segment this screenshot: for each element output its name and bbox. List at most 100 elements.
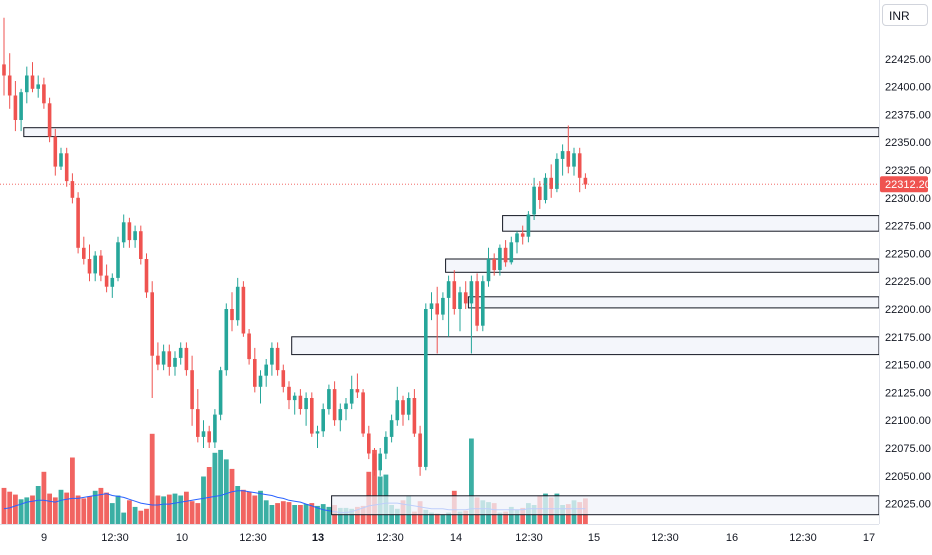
candle[interactable] bbox=[458, 286, 462, 332]
candle[interactable] bbox=[498, 244, 502, 276]
candle[interactable] bbox=[486, 247, 491, 287]
candle[interactable] bbox=[247, 329, 251, 365]
candle[interactable] bbox=[321, 403, 325, 437]
candle[interactable] bbox=[452, 270, 457, 315]
candle[interactable] bbox=[441, 292, 445, 321]
candle[interactable] bbox=[87, 244, 92, 282]
candle[interactable] bbox=[59, 147, 63, 170]
candle[interactable] bbox=[315, 425, 320, 448]
candle[interactable] bbox=[532, 177, 536, 220]
candle[interactable] bbox=[2, 17, 6, 96]
candle[interactable] bbox=[224, 303, 229, 376]
candle[interactable] bbox=[281, 364, 286, 393]
candle[interactable] bbox=[7, 53, 12, 109]
zone-rectangle[interactable] bbox=[23, 127, 880, 138]
candle[interactable] bbox=[389, 414, 394, 443]
candle[interactable] bbox=[144, 253, 149, 298]
candle[interactable] bbox=[178, 342, 183, 365]
candle[interactable] bbox=[355, 373, 360, 399]
zone-rectangle[interactable] bbox=[467, 296, 880, 309]
candle[interactable] bbox=[378, 448, 382, 476]
candle[interactable] bbox=[401, 395, 405, 426]
candle[interactable] bbox=[549, 164, 553, 198]
candle[interactable] bbox=[475, 273, 479, 332]
candle[interactable] bbox=[310, 392, 314, 437]
candle[interactable] bbox=[19, 88, 23, 132]
candle[interactable] bbox=[577, 147, 582, 193]
candle[interactable] bbox=[287, 381, 291, 410]
candle[interactable] bbox=[161, 344, 166, 371]
candle[interactable] bbox=[406, 392, 411, 421]
candle[interactable] bbox=[47, 97, 52, 143]
candle[interactable] bbox=[361, 389, 365, 437]
candle[interactable] bbox=[82, 236, 86, 265]
candle[interactable] bbox=[435, 286, 439, 354]
candle[interactable] bbox=[538, 181, 542, 209]
currency-button[interactable]: INR bbox=[882, 4, 928, 26]
candle[interactable] bbox=[384, 431, 388, 460]
zone-rectangle[interactable] bbox=[331, 495, 880, 516]
candle[interactable] bbox=[133, 225, 137, 248]
candle[interactable] bbox=[572, 147, 576, 176]
candle[interactable] bbox=[503, 240, 508, 267]
candle[interactable] bbox=[25, 66, 29, 104]
candle[interactable] bbox=[190, 355, 194, 426]
candle[interactable] bbox=[99, 250, 103, 282]
candle[interactable] bbox=[560, 144, 565, 176]
candle[interactable] bbox=[304, 392, 308, 426]
candle[interactable] bbox=[70, 173, 75, 204]
candle[interactable] bbox=[424, 303, 428, 471]
candle[interactable] bbox=[218, 366, 223, 421]
candle[interactable] bbox=[509, 236, 514, 265]
candle[interactable] bbox=[53, 128, 58, 176]
candle[interactable] bbox=[36, 75, 40, 98]
candle[interactable] bbox=[127, 217, 132, 248]
candle[interactable] bbox=[566, 125, 571, 174]
candle[interactable] bbox=[543, 173, 548, 204]
zone-rectangle[interactable] bbox=[291, 336, 880, 356]
candle[interactable] bbox=[253, 347, 257, 393]
candle[interactable] bbox=[481, 275, 485, 332]
candle[interactable] bbox=[241, 281, 246, 337]
candle[interactable] bbox=[429, 292, 434, 321]
candle[interactable] bbox=[230, 292, 234, 332]
candle[interactable] bbox=[418, 425, 422, 476]
candle[interactable] bbox=[270, 342, 274, 376]
candle[interactable] bbox=[196, 389, 200, 443]
candle[interactable] bbox=[338, 403, 343, 432]
candle[interactable] bbox=[520, 225, 525, 245]
candle[interactable] bbox=[116, 236, 120, 282]
candle[interactable] bbox=[469, 275, 474, 354]
candle[interactable] bbox=[344, 398, 348, 421]
candle[interactable] bbox=[367, 425, 371, 460]
candle[interactable] bbox=[555, 153, 559, 193]
candle[interactable] bbox=[76, 192, 80, 254]
candle[interactable] bbox=[207, 425, 211, 448]
candle[interactable] bbox=[583, 173, 588, 189]
candle[interactable] bbox=[139, 225, 143, 265]
candle[interactable] bbox=[258, 370, 263, 404]
candle[interactable] bbox=[332, 381, 337, 426]
candle[interactable] bbox=[292, 392, 297, 415]
candle[interactable] bbox=[30, 62, 35, 93]
candle[interactable] bbox=[395, 386, 400, 426]
candle[interactable] bbox=[412, 389, 417, 437]
candle[interactable] bbox=[446, 275, 451, 337]
candle[interactable] bbox=[156, 342, 160, 371]
candle[interactable] bbox=[167, 344, 172, 376]
candle[interactable] bbox=[93, 251, 97, 282]
candle[interactable] bbox=[64, 147, 69, 187]
candle[interactable] bbox=[104, 264, 109, 293]
candle[interactable] bbox=[492, 253, 496, 276]
candle[interactable] bbox=[327, 384, 331, 415]
candle[interactable] bbox=[201, 420, 206, 448]
candle[interactable] bbox=[184, 342, 189, 376]
candle[interactable] bbox=[515, 231, 519, 254]
candle[interactable] bbox=[173, 351, 177, 376]
candle[interactable] bbox=[235, 277, 240, 326]
zone-rectangle[interactable] bbox=[502, 215, 880, 232]
candle[interactable] bbox=[42, 77, 46, 109]
candle[interactable] bbox=[213, 409, 217, 448]
